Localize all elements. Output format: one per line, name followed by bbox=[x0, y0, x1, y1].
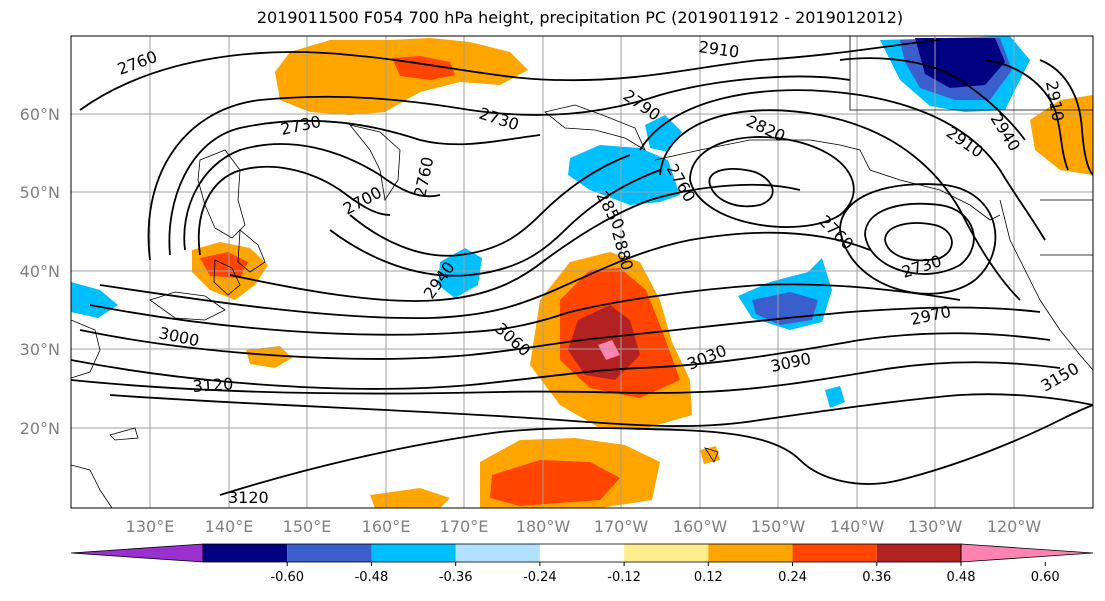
lon-label: 150°E bbox=[283, 517, 332, 536]
plot-frame bbox=[70, 35, 1094, 509]
colorbar-bin bbox=[371, 544, 456, 562]
lon-label: 160°W bbox=[673, 517, 728, 536]
colorbar-bin bbox=[792, 544, 877, 562]
colorbar-extend-low bbox=[70, 543, 204, 563]
colorbar-bin bbox=[539, 544, 625, 562]
colorbar-frame bbox=[202, 543, 962, 563]
contour-label: 3120 bbox=[228, 488, 269, 507]
colorbar-tick-label: 0.36 bbox=[862, 570, 891, 585]
coastlines bbox=[71, 36, 1093, 508]
colorbar-tick-label: -0.24 bbox=[523, 570, 557, 585]
lon-label: 180°W bbox=[516, 517, 571, 536]
contour-label: 3120 bbox=[192, 374, 234, 396]
colorbar-bin bbox=[624, 544, 709, 562]
height-contours bbox=[71, 39, 1093, 496]
colorbar-bin bbox=[455, 544, 540, 562]
colorbar-tick-label: 0.24 bbox=[778, 570, 807, 585]
lon-label: 170°E bbox=[440, 517, 489, 536]
colorbar-tick-label: -0.12 bbox=[607, 570, 641, 585]
lon-label: 150°W bbox=[751, 517, 806, 536]
lon-label: 140°E bbox=[205, 517, 254, 536]
latitude-labels: 60°N 50°N 40°N 30°N 20°N bbox=[20, 105, 60, 438]
colorbar-bin bbox=[203, 544, 288, 562]
colorbar-extend-high bbox=[960, 543, 1094, 563]
graticule bbox=[71, 36, 1093, 508]
colorbar-tick-label: -0.60 bbox=[270, 570, 304, 585]
lat-label: 20°N bbox=[20, 419, 60, 438]
lon-label: 120°W bbox=[987, 517, 1042, 536]
colorbar-tick-label: 0.12 bbox=[694, 570, 723, 585]
colorbar-bin bbox=[876, 544, 961, 562]
longitude-labels: 130°E 140°E 150°E 160°E 170°E 180°W 170°… bbox=[126, 517, 1042, 536]
lat-label: 40°N bbox=[20, 262, 60, 281]
map-title: 2019011500 F054 700 hPa height, precipit… bbox=[256, 8, 904, 27]
lon-label: 160°E bbox=[362, 517, 411, 536]
lon-label: 170°W bbox=[594, 517, 649, 536]
colorbar-tick-label: -0.36 bbox=[439, 570, 473, 585]
colorbar-tick-label: -0.48 bbox=[355, 570, 389, 585]
colorbar-bin bbox=[708, 544, 793, 562]
lat-label: 50°N bbox=[20, 183, 60, 202]
colorbar-tick-label: 0.60 bbox=[1031, 570, 1060, 585]
lon-label: 130°W bbox=[908, 517, 963, 536]
colorbar-bin bbox=[287, 544, 372, 562]
lat-label: 60°N bbox=[20, 105, 60, 124]
colorbar-tick-label: 0.48 bbox=[947, 570, 976, 585]
lon-label: 140°W bbox=[830, 517, 885, 536]
lon-label: 130°E bbox=[126, 517, 175, 536]
lat-label: 30°N bbox=[20, 340, 60, 359]
colorbar: -0.60 -0.48 -0.36 -0.24 -0.12 0.12 0.24 0.36 0.4… bbox=[70, 543, 1094, 585]
